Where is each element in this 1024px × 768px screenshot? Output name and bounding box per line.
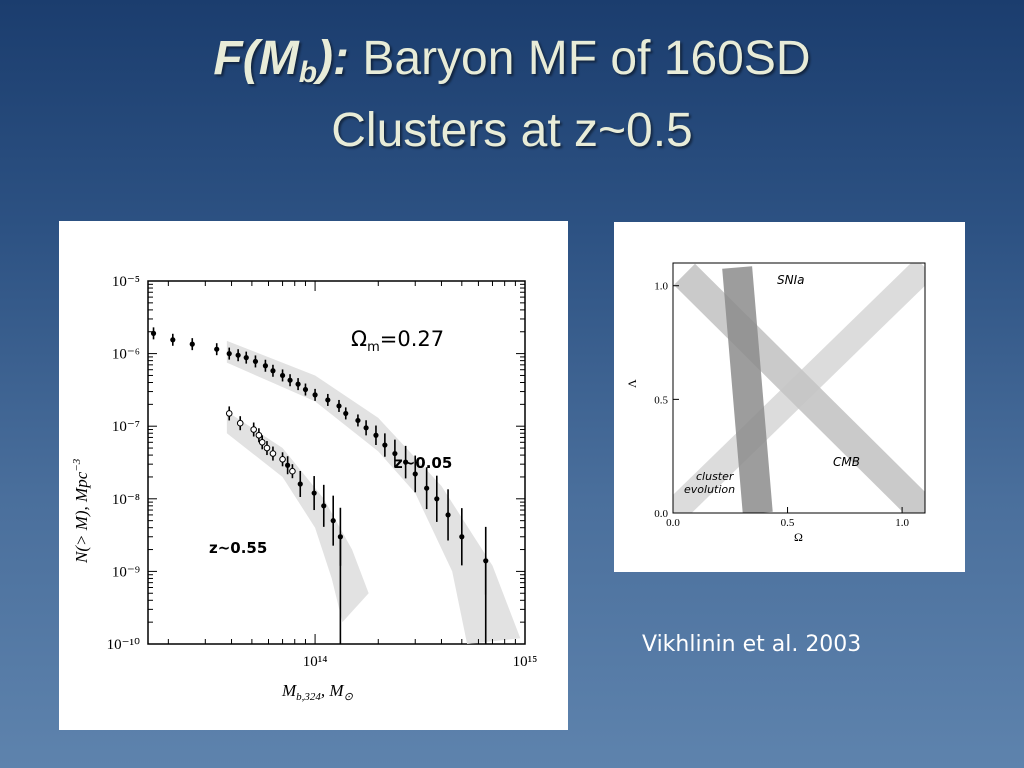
citation: Vikhlinin et al. 2003	[642, 632, 862, 657]
data-point-z005	[252, 358, 259, 365]
data-point-z005	[392, 450, 398, 457]
cc-label-evolution: evolution	[684, 483, 735, 496]
y-axis-label: N(> M), Mpc−3	[71, 458, 91, 564]
cosmology-constraints-chart: 0.0 0.5 1.0 0.0 0.5 1.0 SNIa CMB cluster evol…	[625, 262, 926, 544]
data-point-z055	[311, 490, 317, 496]
data-point-z005	[295, 381, 301, 387]
data-point-z055-open	[258, 439, 266, 446]
cc-y-tick-label: 0.0	[654, 508, 668, 520]
data-point-z005	[312, 392, 318, 398]
data-point-z005	[189, 341, 195, 347]
data-point-z005	[226, 351, 232, 357]
data-point-z005	[302, 386, 309, 393]
cc-label-cluster: cluster	[696, 470, 735, 483]
constraints-figure: 0.0 0.5 1.0 0.0 0.5 1.0 SNIa CMB cluster evol…	[614, 222, 965, 572]
cc-x-tick-label: 0.0	[666, 517, 680, 529]
y-tick-label: 10⁻⁹	[112, 564, 140, 580]
data-point-z005	[403, 459, 409, 465]
slide-title: F(Mb): Baryon MF of 160SD Clusters at z~…	[0, 30, 1024, 160]
data-point-z005	[270, 368, 276, 374]
x-tick-label: 10¹⁴	[303, 654, 328, 670]
model-band-1	[226, 411, 369, 623]
y-tick-label: 10⁻⁵	[112, 274, 140, 290]
mass-function-chart: 10⁻⁵ 10⁻⁶ 10⁻⁷ 10⁻⁸ 10⁻⁹ 10⁻¹⁰ 10¹⁴ 10¹⁵ N(> M)…	[71, 274, 538, 703]
data-point-z005	[434, 496, 440, 502]
x-axis-label: Mb,324, M⊙	[281, 681, 354, 703]
data-point-z055	[321, 503, 327, 509]
data-point-z005	[279, 372, 286, 379]
data-point-z005	[214, 346, 220, 352]
data-point-z005	[235, 352, 241, 358]
model-band-0	[226, 340, 521, 644]
cc-frame	[672, 262, 926, 514]
data-point-z055-open	[250, 426, 257, 433]
cc-y-tick-label: 0.5	[654, 394, 668, 406]
data-point-z055	[330, 518, 336, 524]
title-function: F(Mb):	[213, 32, 350, 89]
data-point-z055-open	[289, 467, 296, 475]
y-tick-label: 10⁻⁸	[112, 492, 140, 508]
data-point-z055-open	[255, 431, 263, 439]
data-point-z005	[459, 534, 465, 540]
cc-x-tick-label: 0.5	[781, 517, 795, 529]
constraint-band-1	[673, 263, 925, 513]
data-point-z005	[287, 377, 293, 383]
data-point-z005	[170, 337, 176, 343]
data-point-z055	[297, 481, 303, 487]
data-point-z055-open	[263, 444, 271, 452]
data-point-z005	[382, 442, 388, 448]
data-point-z005	[150, 330, 157, 336]
y-tick-label: 10⁻¹⁰	[107, 637, 140, 653]
data-point-z055	[285, 462, 291, 468]
data-point-z055-open	[225, 410, 233, 417]
data-point-z005	[336, 403, 342, 409]
y-tick-label: 10⁻⁷	[112, 419, 140, 435]
series-label-z005: z~0.05	[394, 454, 452, 472]
constraint-band-2	[722, 266, 773, 513]
data-point-z005	[243, 355, 249, 361]
data-point-z005	[424, 485, 430, 491]
omega-annotation: Ωm=0.27	[351, 327, 444, 355]
data-point-z005	[363, 425, 369, 431]
cc-label-cmb: CMB	[833, 455, 860, 469]
data-point-z005	[355, 417, 361, 424]
data-point-z005	[412, 471, 418, 477]
data-point-z055-open	[279, 456, 286, 463]
cc-y-axis-label: Λ	[625, 379, 639, 388]
data-point-z005	[373, 432, 379, 438]
cc-y-tick-label: 1.0	[654, 281, 668, 293]
title-text: Baryon MF of 160SD	[362, 32, 811, 85]
data-point-z005	[325, 397, 331, 403]
series-label-z055: z~0.55	[209, 539, 267, 557]
data-point-z005	[262, 363, 269, 369]
cc-x-axis-label: Ω	[794, 530, 803, 544]
data-point-z055-open	[269, 450, 277, 457]
data-point-z005	[343, 410, 349, 417]
cc-x-tick-label: 1.0	[895, 517, 909, 529]
x-tick-label: 10¹⁵	[513, 654, 538, 670]
cc-label-snia: SNIa	[777, 273, 805, 287]
mass-function-figure: 10⁻⁵ 10⁻⁶ 10⁻⁷ 10⁻⁸ 10⁻⁹ 10⁻¹⁰ 10¹⁴ 10¹⁵ N(> M)…	[59, 221, 568, 730]
plot-frame	[147, 280, 526, 645]
y-tick-label: 10⁻⁶	[112, 347, 140, 363]
data-point-z005	[445, 512, 451, 518]
title-line2: Clusters at z~0.5	[331, 104, 693, 157]
data-point-z055-open	[236, 419, 244, 427]
